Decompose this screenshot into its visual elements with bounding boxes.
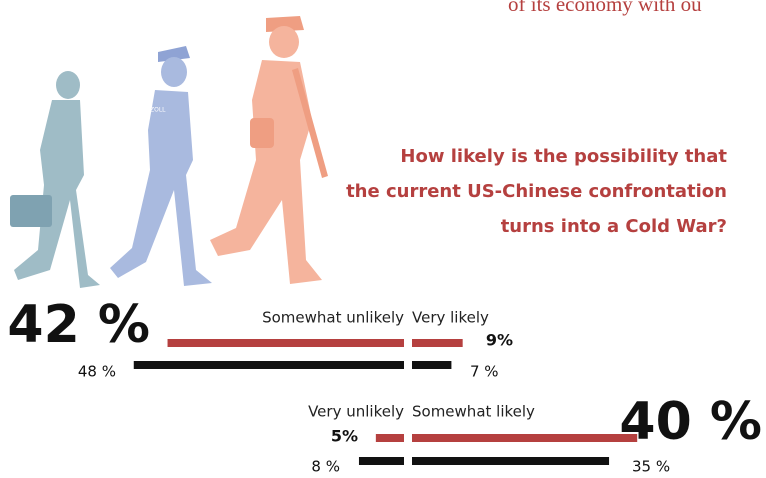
figure-officer: ZOLL [110,46,212,286]
category-label: Very likely [412,309,489,327]
category-label: Somewhat unlikely [262,309,404,327]
bar [412,434,638,442]
value-label: 48 % [78,363,116,381]
category-label: Very unlikely [308,403,404,421]
bar [358,457,404,465]
header-fragment: of its economy with ou [508,0,702,16]
bar [412,457,610,465]
value-label: 5% [331,427,358,446]
value-label: 40 % [619,392,762,452]
bar [375,434,404,442]
value-label: 7 % [470,363,499,381]
question-line: How likely is the possibility that [400,146,727,167]
figure-soldier [210,16,328,284]
bar [133,361,404,369]
question-line: the current US-Chinese confrontation [346,181,727,202]
bar [412,361,452,369]
value-label: 42 % [7,295,150,355]
badge: ZOLL [150,107,166,114]
category-label: Somewhat likely [412,403,535,421]
value-label: 8 % [311,458,340,476]
bar [412,339,463,347]
value-label: 9% [486,331,513,350]
bar [167,339,404,347]
value-label: 35 % [632,458,670,476]
figure-businessman [10,71,100,288]
question-line: turns into a Cold War? [501,216,727,237]
